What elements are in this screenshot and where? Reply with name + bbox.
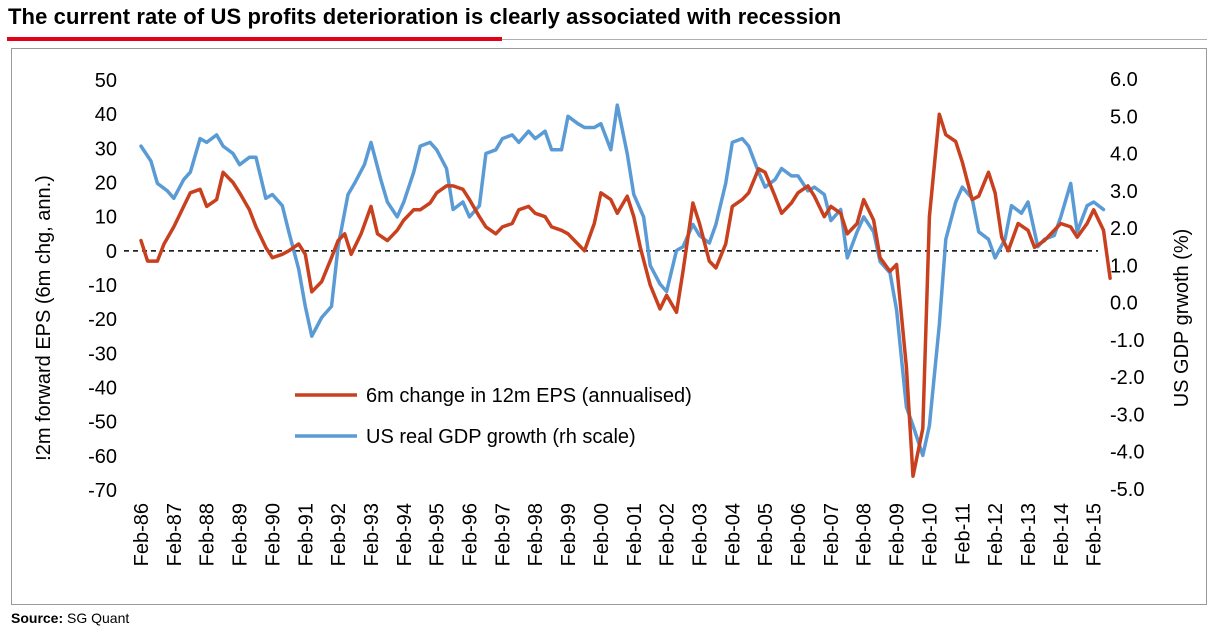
left-tick-label: 20 [95, 173, 117, 195]
left-tick-label: -40 [88, 378, 117, 400]
x-tick-label: Feb-89 [230, 503, 252, 566]
left-tick-label: -30 [88, 343, 117, 365]
source-text: SG Quant [67, 610, 130, 626]
x-tick-label: Feb-86 [131, 503, 153, 566]
x-tick-label: Feb-99 [558, 503, 580, 566]
x-tick-label: Feb-05 [755, 503, 777, 566]
x-tick-label: Feb-92 [328, 503, 350, 566]
x-tick-label: Feb-13 [1018, 503, 1040, 566]
x-tick-label: Feb-90 [262, 503, 284, 566]
source-label: Source: [11, 610, 64, 626]
x-tick-label: Feb-04 [722, 503, 744, 566]
x-tick-label: Feb-95 [427, 503, 449, 566]
right-axis-label: US GDP grwoth (%) [1171, 229, 1193, 408]
x-tick-label: Feb-91 [295, 503, 317, 566]
series-lines [139, 103, 1112, 479]
source-note: Source: SG Quant [11, 610, 129, 626]
x-tick-label: Feb-87 [164, 503, 186, 566]
x-tick-label: Feb-96 [460, 503, 482, 566]
left-tick-label: 10 [95, 207, 117, 229]
left-axis-label: !2m forward EPS (6m chg, ann.) [33, 175, 55, 461]
right-axis-ticks: 6.0 5.0 4.0 3.0 2.0 1.0 0.0 -1.0 -2.0 -3.0 -4.0 -5.… [1110, 69, 1144, 501]
left-tick-label: -60 [88, 446, 117, 468]
legend-label-gdp: US real GDP growth (rh scale) [366, 426, 636, 448]
x-tick-label: Feb-93 [361, 503, 383, 566]
right-tick-label: 3.0 [1110, 181, 1138, 203]
x-axis-ticks: Feb-86 Feb-87 Feb-88 Feb-89 Feb-90 Feb-91 Feb-… [131, 503, 1106, 566]
x-tick-label: Feb-10 [919, 503, 941, 566]
left-tick-label: -10 [88, 275, 117, 297]
x-tick-label: Feb-01 [624, 503, 646, 566]
x-tick-label: Feb-02 [657, 503, 679, 566]
left-axis-ticks: 50 40 30 20 10 0 -10 -20 -30 -40 -50 -60 -70 [88, 70, 117, 502]
x-tick-label: Feb-06 [788, 503, 810, 566]
right-tick-label: 5.0 [1110, 106, 1138, 128]
chart-title: The current rate of US profits deteriora… [8, 4, 842, 29]
x-tick-label: Feb-11 [952, 503, 974, 565]
right-tick-label: -4.0 [1110, 442, 1144, 464]
x-tick-label: Feb-94 [394, 503, 416, 566]
x-tick-label: Feb-07 [821, 503, 843, 566]
right-tick-label: -1.0 [1110, 330, 1144, 352]
eps-change-line [139, 112, 1112, 479]
left-tick-label: 0 [106, 241, 117, 263]
x-tick-label: Feb-09 [887, 503, 909, 566]
left-tick-label: 30 [95, 138, 117, 160]
x-tick-label: Feb-97 [492, 503, 514, 566]
right-tick-label: 1.0 [1110, 255, 1138, 277]
chart-frame [11, 48, 1207, 605]
gdp-growth-line [139, 103, 1106, 458]
legend-label-eps: 6m change in 12m EPS (annualised) [366, 385, 692, 407]
x-tick-label: Feb-15 [1084, 503, 1106, 566]
left-tick-label: 40 [95, 104, 117, 126]
right-tick-label: 2.0 [1110, 218, 1138, 240]
legend: 6m change in 12m EPS (annualised) US rea… [295, 385, 692, 448]
right-tick-label: -2.0 [1110, 367, 1144, 389]
right-tick-label: 4.0 [1110, 144, 1138, 166]
left-tick-label: -50 [88, 412, 117, 434]
right-tick-label: 0.0 [1110, 293, 1138, 315]
right-tick-label: -3.0 [1110, 404, 1144, 426]
x-tick-label: Feb-08 [854, 503, 876, 566]
left-tick-label: -70 [88, 480, 117, 502]
x-tick-label: Feb-03 [689, 503, 711, 566]
left-tick-label: -20 [88, 309, 117, 331]
left-tick-label: 50 [95, 70, 117, 92]
right-tick-label: 6.0 [1110, 69, 1138, 91]
x-tick-label: Feb-14 [1051, 503, 1073, 566]
x-tick-label: Feb-12 [985, 503, 1007, 566]
x-tick-label: Feb-88 [197, 503, 219, 566]
x-tick-label: Feb-98 [525, 503, 547, 566]
title-divider-rule [502, 39, 1207, 40]
title-accent-rule [7, 37, 502, 41]
right-tick-label: -5.0 [1110, 479, 1144, 501]
x-tick-label: Feb-00 [591, 503, 613, 566]
